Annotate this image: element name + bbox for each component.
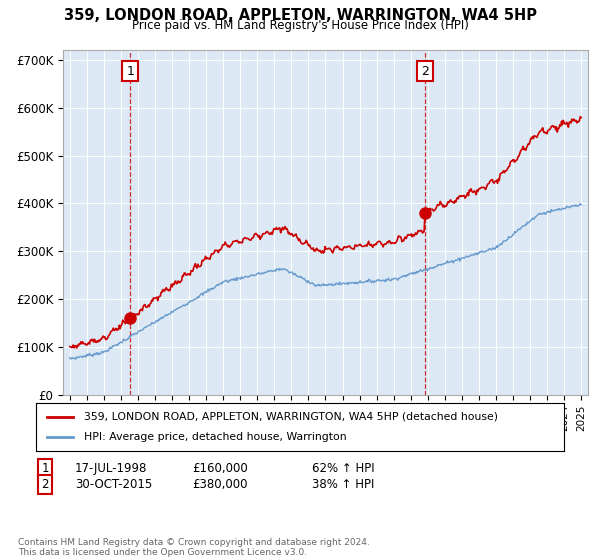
Text: 359, LONDON ROAD, APPLETON, WARRINGTON, WA4 5HP (detached house): 359, LONDON ROAD, APPLETON, WARRINGTON, … bbox=[83, 412, 497, 422]
Text: 2: 2 bbox=[421, 64, 429, 78]
Text: £160,000: £160,000 bbox=[192, 462, 248, 475]
Text: Contains HM Land Registry data © Crown copyright and database right 2024.
This d: Contains HM Land Registry data © Crown c… bbox=[18, 538, 370, 557]
Text: 2: 2 bbox=[41, 478, 49, 491]
Text: 1: 1 bbox=[41, 462, 49, 475]
Text: 62% ↑ HPI: 62% ↑ HPI bbox=[312, 462, 374, 475]
Text: 1: 1 bbox=[126, 64, 134, 78]
Text: 359, LONDON ROAD, APPLETON, WARRINGTON, WA4 5HP: 359, LONDON ROAD, APPLETON, WARRINGTON, … bbox=[64, 8, 536, 24]
Text: £380,000: £380,000 bbox=[192, 478, 248, 491]
Text: Price paid vs. HM Land Registry's House Price Index (HPI): Price paid vs. HM Land Registry's House … bbox=[131, 19, 469, 32]
Text: 38% ↑ HPI: 38% ↑ HPI bbox=[312, 478, 374, 491]
Text: 30-OCT-2015: 30-OCT-2015 bbox=[75, 478, 152, 491]
Text: 17-JUL-1998: 17-JUL-1998 bbox=[75, 462, 148, 475]
Text: HPI: Average price, detached house, Warrington: HPI: Average price, detached house, Warr… bbox=[83, 432, 346, 442]
